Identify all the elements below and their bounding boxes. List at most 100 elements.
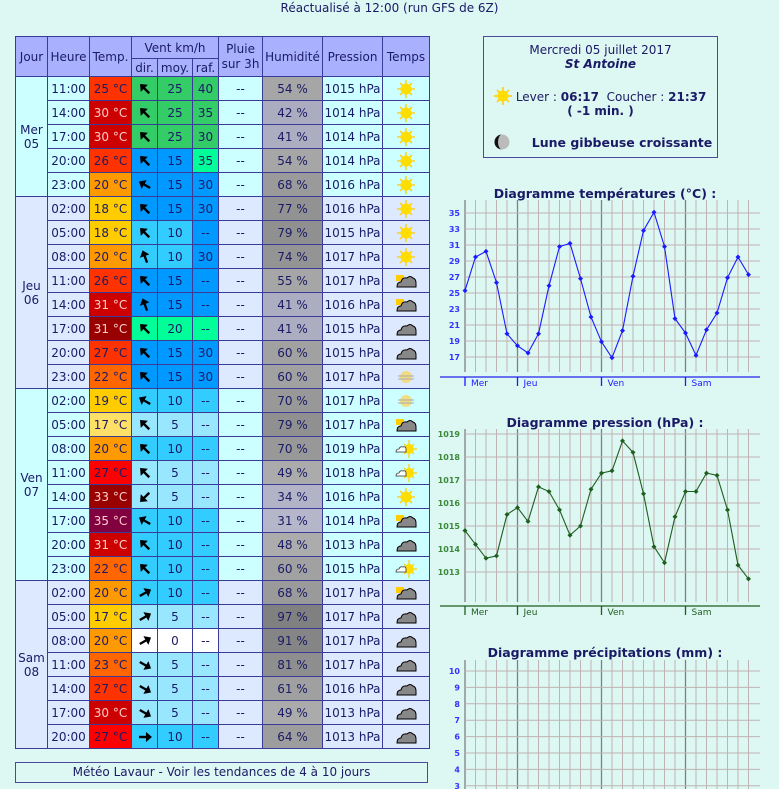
data-point — [546, 489, 552, 494]
y-tick-label: 33 — [449, 225, 460, 234]
wind-gust-cell: -- — [191, 604, 220, 629]
weather-cloud-icon — [396, 659, 417, 671]
rain-cell: -- — [218, 460, 264, 485]
wind-direction-cell — [131, 244, 158, 269]
forecast-row: 05:00 17 °C 5 -- -- 79 % 1017 hPa — [16, 412, 431, 437]
pressure-cell: 1018 hPa — [322, 460, 384, 485]
weather-cell — [382, 244, 431, 269]
rain-cell: -- — [218, 700, 264, 725]
forecast-row: 14:00 27 °C 5 -- -- 61 % 1016 hPa — [16, 676, 431, 701]
rain-cell: -- — [218, 484, 264, 509]
wind-speed-cell: 15 — [157, 292, 193, 317]
hour-cell: 23:00 — [47, 364, 90, 389]
day-number: 07 — [23, 484, 40, 499]
data-point — [462, 528, 468, 534]
wind-gust-cell: -- — [191, 220, 220, 245]
forecast-row: 17:00 31 °C 20 -- -- 41 % 1015 hPa — [16, 316, 431, 341]
forecast-row: Sam 08 02:00 20 °C 10 -- -- 68 % 1017 hPa — [15, 580, 431, 749]
wind-gust-cell: -- — [191, 292, 220, 317]
y-tick-label: 1015 — [438, 522, 461, 531]
wind-arrow-icon — [139, 419, 150, 430]
wind-direction-cell — [131, 316, 158, 341]
data-point — [504, 331, 510, 337]
wind-speed-cell: 25 — [157, 100, 193, 125]
weather-cell — [382, 412, 431, 437]
weather-cell — [382, 100, 431, 125]
hour-cell: 11:00 — [47, 652, 90, 677]
header-heure: Heure — [47, 36, 90, 77]
data-point — [578, 276, 583, 282]
trends-link[interactable]: Météo Lavaur - Voir les tendances de 4 à… — [15, 762, 428, 783]
sunset-label: Coucher : — [606, 90, 665, 104]
saint-of-day: St Antoine — [564, 57, 637, 71]
wind-arrow-icon — [139, 563, 150, 574]
forecast-row: 20:00 27 °C 15 30 -- 60 % 1015 hPa — [16, 340, 431, 365]
wind-speed-cell: 10 — [157, 220, 193, 245]
weather-sun-icon — [397, 487, 416, 506]
wind-speed-cell: 5 — [157, 460, 193, 485]
day-label: Mer — [471, 608, 488, 618]
wind-gust-cell: -- — [191, 724, 220, 749]
weather-sun-icon — [397, 199, 416, 218]
y-tick-label: 6 — [454, 733, 460, 742]
wind-arrow-icon — [138, 611, 151, 621]
wind-direction-cell — [131, 100, 158, 125]
rain-cell: -- — [218, 532, 264, 557]
forecast-row: 20:00 26 °C 15 35 -- 54 % 1014 hPa — [16, 148, 431, 173]
data-point — [473, 254, 478, 260]
wind-arrow-icon — [138, 684, 151, 694]
forecast-row: 17:00 35 °C 10 -- -- 31 % 1014 hPa — [16, 508, 431, 533]
wind-direction-cell — [131, 292, 158, 317]
header-pression: Pression — [322, 36, 384, 77]
data-point — [515, 505, 520, 511]
rain-cell: -- — [218, 676, 264, 701]
forecast-row: 14:00 31 °C 15 -- -- 41 % 1016 hPa — [16, 292, 431, 317]
wind-arrow-icon — [139, 203, 150, 214]
y-tick-label: 5 — [454, 749, 460, 758]
day-label: Jeu — [523, 608, 538, 618]
wind-direction-cell — [131, 364, 158, 389]
temperature-cell: 30 °C — [89, 700, 132, 725]
pressure-cell: 1015 hPa — [322, 316, 384, 341]
weather-cloud-icon — [396, 347, 417, 359]
data-point — [683, 330, 688, 336]
y-tick-label: 4 — [454, 765, 460, 774]
data-point — [536, 331, 541, 337]
pressure-cell: 1014 hPa — [322, 100, 384, 125]
weather-cell — [382, 292, 431, 317]
rain-cell: -- — [218, 76, 264, 101]
data-point — [630, 273, 636, 279]
wind-arrow-icon — [139, 443, 150, 454]
weather-cloud-icon — [396, 323, 417, 335]
data-point — [693, 489, 699, 494]
y-tick-label: 1019 — [438, 430, 461, 439]
humidity-cell: 55 % — [262, 268, 324, 293]
header-moy: moy. — [157, 58, 193, 77]
forecast-row: 23:00 22 °C 15 30 -- 60 % 1017 hPa — [16, 364, 431, 389]
data-point — [536, 484, 541, 490]
wind-arrow-icon — [139, 131, 150, 142]
data-point — [714, 472, 720, 478]
data-point — [641, 491, 646, 497]
pressure-cell: 1017 hPa — [322, 604, 384, 629]
day-number: 08 — [23, 664, 40, 679]
header-temps: Temps — [382, 36, 431, 77]
wind-speed-cell: 15 — [157, 172, 193, 197]
weather-haze-icon — [398, 394, 415, 407]
weather-cell — [382, 340, 431, 365]
data-point — [483, 555, 489, 561]
humidity-cell: 77 % — [262, 196, 324, 221]
forecast-row: Mer 05 11:00 25 °C 25 40 -- 54 % 1015 hPa — [15, 76, 431, 197]
wind-direction-cell — [131, 268, 158, 293]
wind-arrow-icon — [139, 539, 150, 550]
temperature-chart-title: Diagramme températures (°C) : — [493, 186, 717, 201]
weather-cell — [382, 436, 431, 461]
data-point — [704, 470, 709, 476]
weather-sun-icon — [397, 151, 416, 170]
pressure-cell: 1017 hPa — [322, 580, 384, 605]
hour-cell: 20:00 — [47, 724, 90, 749]
weather-cloud-icon — [396, 707, 417, 719]
data-line — [464, 439, 749, 580]
humidity-cell: 60 % — [262, 340, 324, 365]
